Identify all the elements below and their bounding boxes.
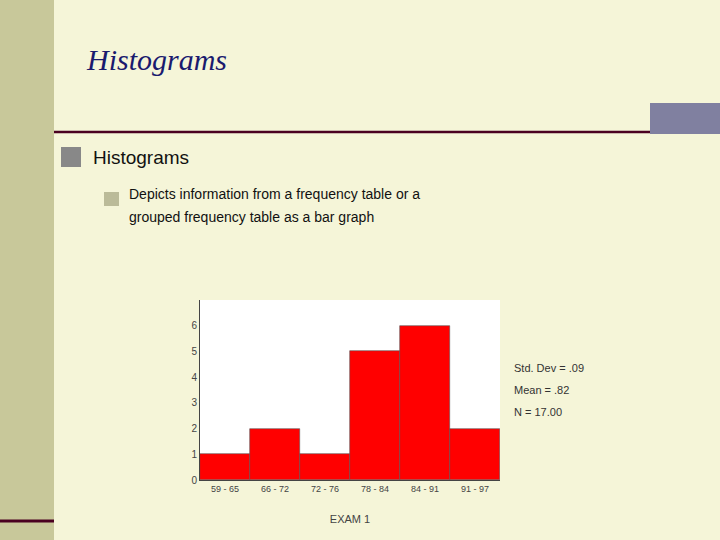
svg-text:1: 1 (191, 449, 197, 460)
svg-text:72 - 76: 72 - 76 (311, 484, 339, 494)
svg-text:4: 4 (191, 372, 197, 383)
svg-text:78 - 84: 78 - 84 (361, 484, 389, 494)
svg-text:91 - 97: 91 - 97 (461, 484, 489, 494)
svg-text:grouped frequency table as a b: grouped frequency table as a bar graph (129, 209, 374, 225)
svg-text:N = 17.00: N = 17.00 (514, 406, 562, 418)
svg-text:Histograms: Histograms (93, 147, 189, 168)
svg-text:Std. Dev = .09: Std. Dev = .09 (514, 362, 584, 374)
svg-text:84 - 91: 84 - 91 (411, 484, 439, 494)
svg-text:Depicts information from a fre: Depicts information from a frequency tab… (129, 186, 420, 202)
svg-text:Mean = .82: Mean = .82 (514, 384, 569, 396)
svg-text:59 - 65: 59 - 65 (211, 484, 239, 494)
svg-text:66 - 72: 66 - 72 (261, 484, 289, 494)
svg-text:5: 5 (191, 346, 197, 357)
svg-text:6: 6 (191, 320, 197, 331)
svg-text:EXAM 1: EXAM 1 (330, 513, 370, 525)
svg-text:Histograms: Histograms (86, 43, 227, 76)
svg-text:3: 3 (191, 397, 197, 408)
svg-text:0: 0 (191, 475, 197, 486)
svg-text:2: 2 (191, 423, 197, 434)
